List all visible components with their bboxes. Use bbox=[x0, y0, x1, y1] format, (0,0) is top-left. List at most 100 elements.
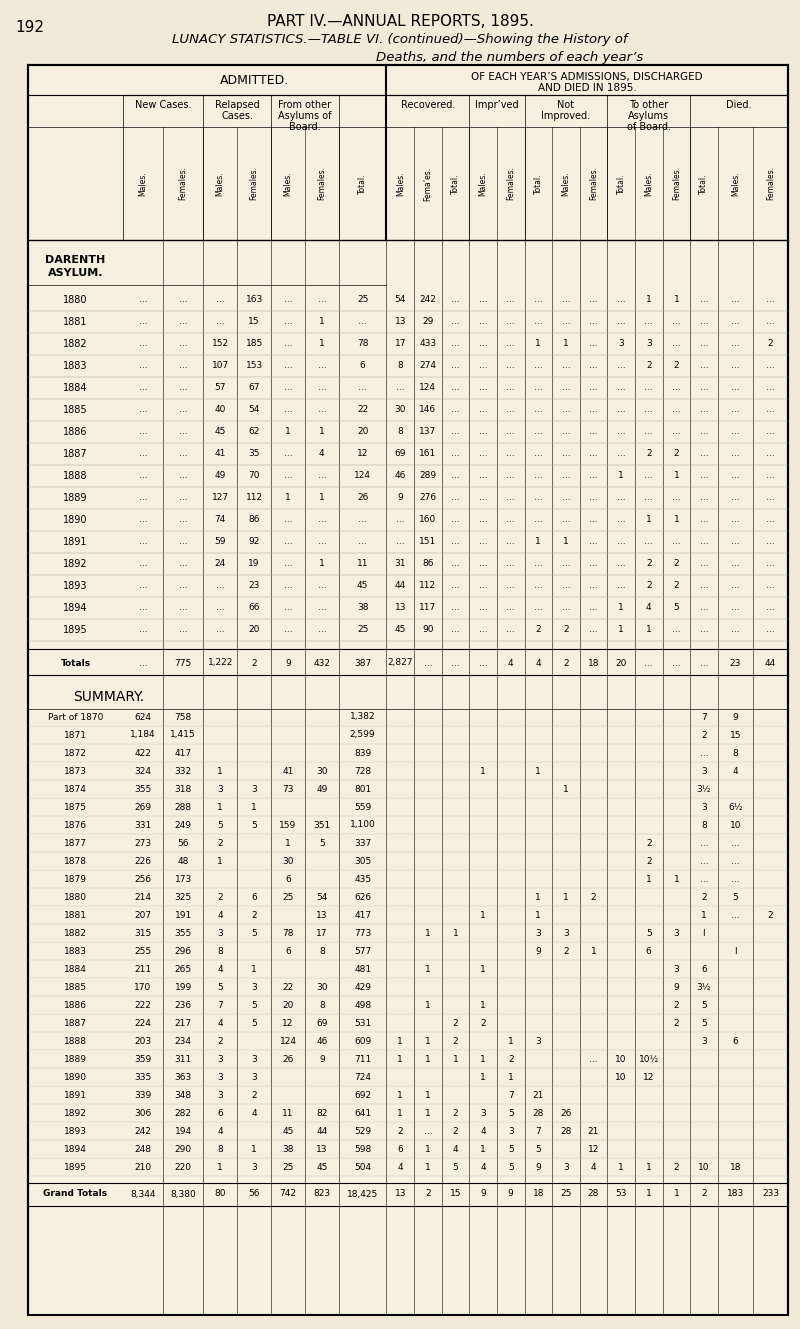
Text: 220: 220 bbox=[174, 1163, 192, 1171]
Text: ...: ... bbox=[478, 493, 487, 502]
Text: 92: 92 bbox=[249, 537, 260, 546]
Text: 2: 2 bbox=[563, 626, 569, 634]
Text: 59: 59 bbox=[214, 537, 226, 546]
Text: ...: ... bbox=[358, 318, 367, 327]
Text: 2: 2 bbox=[563, 658, 569, 667]
Text: 3: 3 bbox=[218, 1091, 223, 1099]
Text: 609: 609 bbox=[354, 1037, 371, 1046]
Text: 422: 422 bbox=[134, 748, 151, 758]
Text: 1: 1 bbox=[646, 516, 652, 525]
Text: ...: ... bbox=[478, 384, 487, 392]
Text: 44: 44 bbox=[765, 658, 776, 667]
Text: ...: ... bbox=[645, 428, 653, 436]
Text: ...: ... bbox=[138, 361, 147, 371]
Text: 1: 1 bbox=[319, 493, 325, 502]
Text: 78: 78 bbox=[357, 339, 369, 348]
Text: 35: 35 bbox=[248, 449, 260, 459]
Text: 1882: 1882 bbox=[64, 929, 87, 937]
Text: 3: 3 bbox=[480, 1108, 486, 1118]
Text: 45: 45 bbox=[282, 1127, 294, 1135]
Text: 2: 2 bbox=[453, 1108, 458, 1118]
Text: 1: 1 bbox=[618, 472, 624, 481]
Text: ...: ... bbox=[766, 493, 774, 502]
Text: 1: 1 bbox=[251, 1144, 257, 1154]
Text: 318: 318 bbox=[174, 784, 192, 793]
Text: ...: ... bbox=[534, 428, 542, 436]
Text: ...: ... bbox=[284, 361, 292, 371]
Text: 1: 1 bbox=[674, 295, 679, 304]
Text: 207: 207 bbox=[134, 910, 152, 920]
Text: 1: 1 bbox=[285, 493, 291, 502]
Text: ...: ... bbox=[478, 449, 487, 459]
Text: ...: ... bbox=[766, 516, 774, 525]
Text: ...: ... bbox=[318, 626, 326, 634]
Text: ...: ... bbox=[138, 626, 147, 634]
Text: ...: ... bbox=[179, 537, 187, 546]
Text: ...: ... bbox=[506, 361, 515, 371]
Text: ...: ... bbox=[138, 472, 147, 481]
Text: 8: 8 bbox=[319, 946, 325, 956]
Text: ...: ... bbox=[731, 626, 740, 634]
Text: ...: ... bbox=[318, 472, 326, 481]
Text: 1889: 1889 bbox=[63, 493, 88, 502]
Text: 1884: 1884 bbox=[63, 383, 88, 393]
Text: Cases.: Cases. bbox=[221, 112, 253, 121]
Text: ...: ... bbox=[534, 405, 542, 415]
Text: 7: 7 bbox=[218, 1001, 223, 1010]
Text: 49: 49 bbox=[214, 472, 226, 481]
Text: ...: ... bbox=[138, 449, 147, 459]
Text: 1,100: 1,100 bbox=[350, 820, 375, 829]
Text: ...: ... bbox=[423, 1127, 432, 1135]
Text: 3½: 3½ bbox=[697, 982, 711, 991]
Text: 8,344: 8,344 bbox=[130, 1189, 156, 1199]
Text: ...: ... bbox=[766, 582, 774, 590]
Text: 7: 7 bbox=[701, 712, 707, 722]
Text: 3½: 3½ bbox=[697, 784, 711, 793]
Text: 641: 641 bbox=[354, 1108, 371, 1118]
Text: ...: ... bbox=[590, 603, 598, 613]
Text: 12: 12 bbox=[357, 449, 368, 459]
Text: 1: 1 bbox=[535, 537, 541, 546]
Text: 1: 1 bbox=[425, 1037, 430, 1046]
Text: 4: 4 bbox=[398, 1163, 403, 1171]
Text: ...: ... bbox=[562, 560, 570, 569]
Text: 6: 6 bbox=[646, 946, 652, 956]
Text: 1885: 1885 bbox=[63, 405, 88, 415]
Text: ...: ... bbox=[478, 472, 487, 481]
Text: ...: ... bbox=[534, 472, 542, 481]
Text: 30: 30 bbox=[394, 405, 406, 415]
Text: 30: 30 bbox=[282, 856, 294, 865]
Text: PART IV.—ANNUAL REPORTS, 1895.: PART IV.—ANNUAL REPORTS, 1895. bbox=[266, 15, 534, 29]
Text: ...: ... bbox=[506, 318, 515, 327]
Text: ...: ... bbox=[562, 449, 570, 459]
Text: 3: 3 bbox=[218, 784, 223, 793]
Text: ...: ... bbox=[451, 537, 460, 546]
Text: 1: 1 bbox=[218, 856, 223, 865]
Text: 1: 1 bbox=[425, 1163, 430, 1171]
Text: 10: 10 bbox=[730, 820, 741, 829]
Text: Not: Not bbox=[558, 100, 574, 110]
Text: 282: 282 bbox=[174, 1108, 192, 1118]
Text: ...: ... bbox=[731, 493, 740, 502]
Text: Improved.: Improved. bbox=[542, 112, 590, 121]
Text: 6: 6 bbox=[733, 1037, 738, 1046]
Text: Males.: Males. bbox=[478, 171, 488, 195]
Text: 3: 3 bbox=[251, 784, 257, 793]
Text: 20: 20 bbox=[615, 658, 627, 667]
Text: 19: 19 bbox=[248, 560, 260, 569]
Text: 2: 2 bbox=[218, 1037, 223, 1046]
Text: ...: ... bbox=[766, 361, 774, 371]
Text: 8: 8 bbox=[319, 1001, 325, 1010]
Text: ...: ... bbox=[478, 658, 487, 667]
Text: 107: 107 bbox=[212, 361, 229, 371]
Text: ...: ... bbox=[617, 384, 626, 392]
Text: ...: ... bbox=[766, 560, 774, 569]
Text: 124: 124 bbox=[354, 472, 371, 481]
Text: ...: ... bbox=[423, 658, 432, 667]
Text: 626: 626 bbox=[354, 893, 371, 901]
Text: 15: 15 bbox=[248, 318, 260, 327]
Text: ...: ... bbox=[534, 560, 542, 569]
Text: ...: ... bbox=[179, 472, 187, 481]
Text: Relapsed: Relapsed bbox=[215, 100, 259, 110]
Text: 10: 10 bbox=[698, 1163, 710, 1171]
